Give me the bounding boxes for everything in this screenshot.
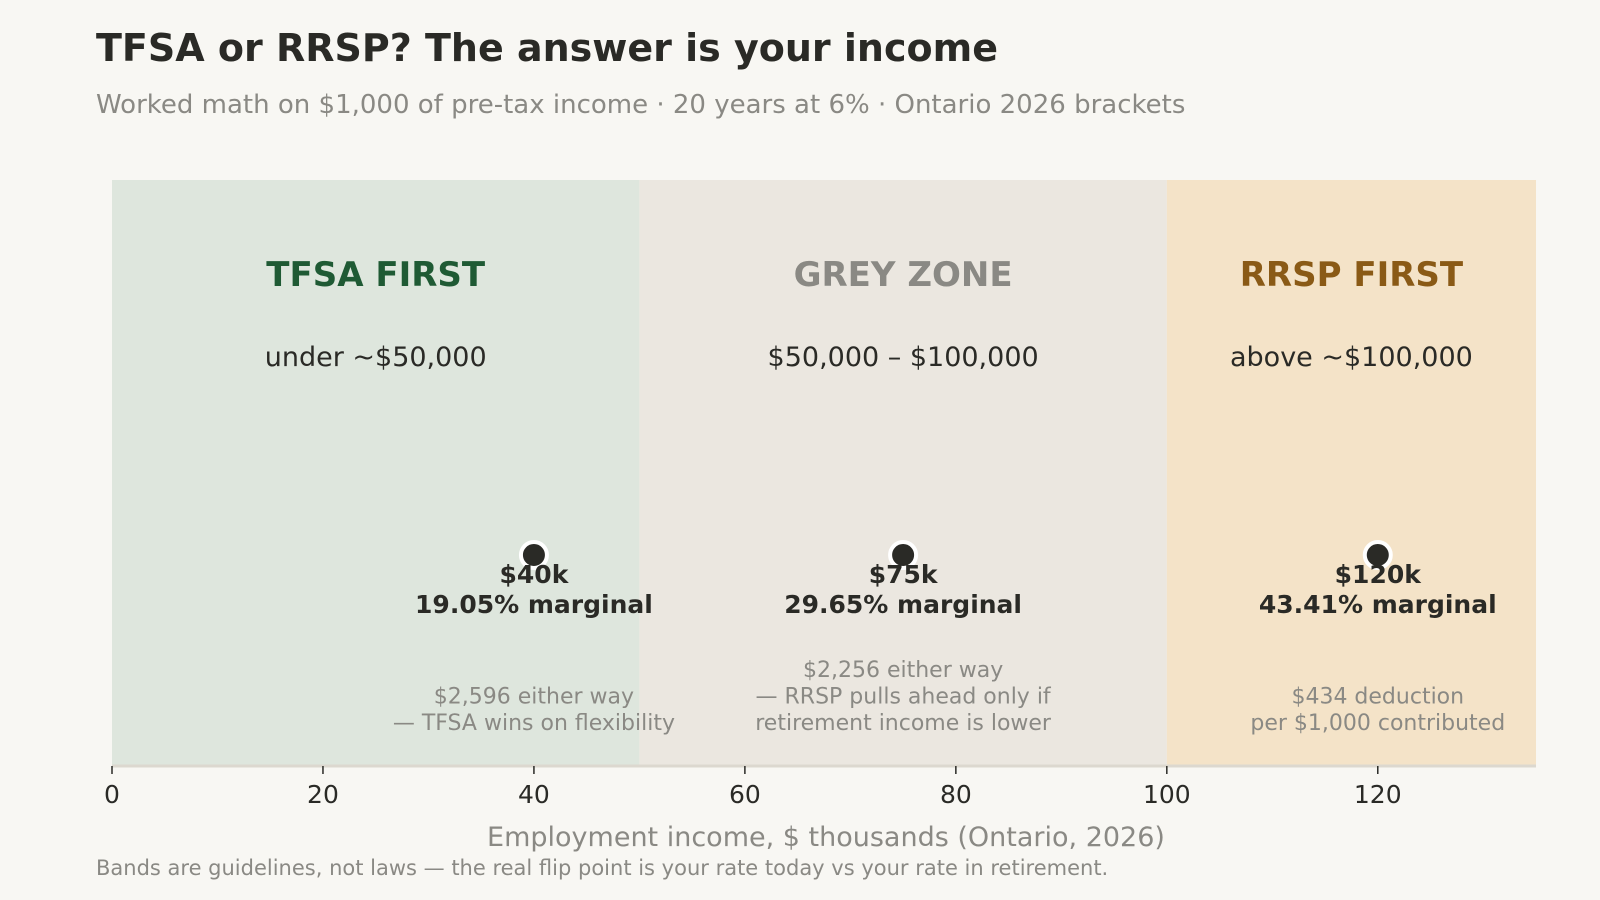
x-tick-label: 0	[104, 780, 120, 809]
point-marginal-rate: 29.65% marginal	[784, 590, 1022, 619]
x-tick-label: 60	[729, 780, 761, 809]
point-note-line: — RRSP pulls ahead only if	[756, 685, 1052, 710]
band-title: TFSA FIRST	[266, 255, 486, 295]
band-title: GREY ZONE	[794, 255, 1013, 295]
bands-layer: TFSA FIRST under ~$50,000 GREY ZONE $50,000…	[112, 180, 1536, 766]
data-point	[1362, 540, 1393, 570]
x-tick-label: 80	[940, 780, 972, 809]
x-axis-label: Employment income, $ thousands (Ontario,…	[487, 822, 1165, 853]
x-tick-label: 40	[518, 780, 550, 809]
chart-subtitle: Worked math on $1,000 of pre-tax income …	[96, 90, 1186, 120]
x-tick-label: 120	[1354, 780, 1402, 809]
band-range-label: under ~$50,000	[265, 342, 487, 373]
data-point	[888, 540, 919, 570]
band-range-label: above ~$100,000	[1230, 342, 1473, 373]
x-tick-label: 100	[1143, 780, 1191, 809]
band-0	[112, 180, 640, 766]
point-label: $40k	[500, 560, 570, 589]
point-marginal-rate: 43.41% marginal	[1259, 590, 1497, 619]
point-note-line: $2,256 either way	[803, 658, 1003, 683]
data-point	[518, 540, 549, 570]
footnote: Bands are guidelines, not laws — the rea…	[96, 856, 1109, 880]
point-note-line: $434 deduction	[1291, 685, 1464, 710]
chart-title: TFSA or RRSP? The answer is your income	[96, 26, 998, 70]
x-axis: 0 20 40 60 80 100 120 Employment income, $ thou…	[104, 764, 1536, 853]
band-range-label: $50,000 – $100,000	[768, 342, 1039, 373]
point-label: $75k	[869, 560, 939, 589]
x-tick-label: 20	[307, 780, 339, 809]
band-1	[639, 180, 1167, 766]
point-note-line: $2,596 either way	[434, 685, 634, 710]
band-title: RRSP FIRST	[1240, 255, 1464, 295]
band-2	[1166, 180, 1536, 766]
point-marginal-rate: 19.05% marginal	[415, 590, 653, 619]
point-label: $120k	[1335, 560, 1423, 589]
point-note-line: — TFSA wins on flexibility	[393, 711, 675, 736]
point-note-line: retirement income is lower	[755, 711, 1052, 736]
point-note-line: per $1,000 contributed	[1250, 711, 1505, 736]
